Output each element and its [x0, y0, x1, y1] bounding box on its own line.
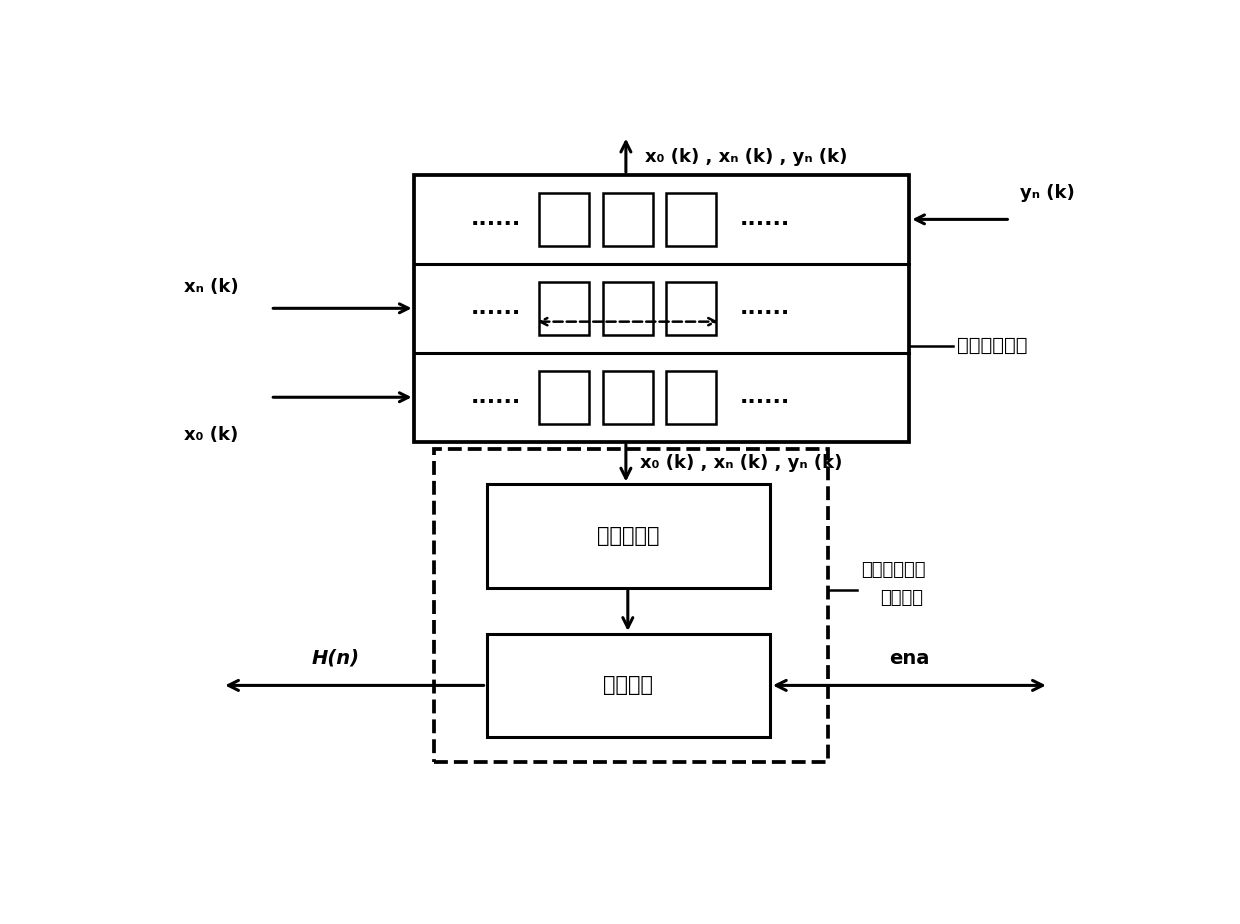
Bar [486, 484, 770, 588]
Bar [539, 282, 589, 335]
Text: 组合项生成: 组合项生成 [596, 526, 660, 546]
Text: ......: ...... [740, 298, 790, 318]
Bar [603, 371, 652, 424]
Bar [486, 634, 770, 737]
Bar [603, 282, 652, 335]
Bar [539, 193, 589, 246]
Bar [414, 175, 909, 442]
Bar [666, 282, 717, 335]
Text: ......: ...... [740, 210, 790, 229]
Text: 信号对齐模块: 信号对齐模块 [957, 336, 1028, 355]
Bar [666, 371, 717, 424]
Bar [666, 193, 717, 246]
Text: x₀ (k) , xₙ (k) , yₙ (k): x₀ (k) , xₙ (k) , yₙ (k) [645, 148, 847, 166]
Text: xₙ (k): xₙ (k) [184, 277, 238, 296]
Text: x₀ (k): x₀ (k) [184, 426, 238, 444]
Text: x₀ (k) , xₙ (k) , yₙ (k): x₀ (k) , xₙ (k) , yₙ (k) [640, 454, 843, 472]
Text: ......: ...... [471, 298, 521, 318]
Text: ......: ...... [471, 387, 521, 407]
Text: H(n): H(n) [311, 649, 360, 668]
Bar [434, 449, 828, 762]
Text: ......: ...... [471, 210, 521, 229]
Text: ......: ...... [740, 387, 790, 407]
Text: 建模模块: 建模模块 [880, 590, 924, 607]
Text: yₙ (k): yₙ (k) [1019, 184, 1075, 201]
Text: 射频功放谐波: 射频功放谐波 [862, 561, 926, 578]
Bar [539, 371, 589, 424]
Text: ena: ena [889, 649, 930, 668]
Text: 模型拟合: 模型拟合 [604, 675, 653, 696]
Bar [603, 193, 652, 246]
